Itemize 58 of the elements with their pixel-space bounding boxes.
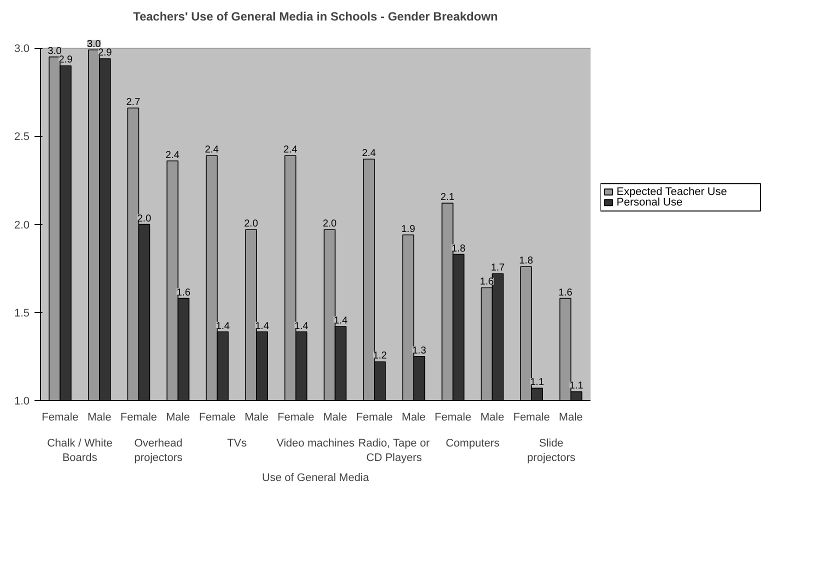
x-tick-label: Female: [278, 412, 314, 424]
chart-title: Teachers' Use of General Media in Schools - Gender Breakdown: [133, 10, 498, 24]
data-label: 3.0: [48, 46, 62, 57]
x-tick-label: Male: [244, 412, 268, 424]
x-tick-label: Male: [166, 412, 190, 424]
data-label: 2.4: [362, 148, 376, 160]
x-axis-title: Use of General Media: [262, 472, 370, 484]
x-tick-label: Female: [42, 412, 78, 424]
data-label: 1.1: [569, 380, 584, 392]
x-tick-label: Male: [323, 412, 348, 424]
data-label: 2.4: [204, 144, 220, 156]
data-label: 1.6: [176, 287, 191, 298]
data-label: 1.4: [334, 316, 348, 326]
text: Overhead projectors: [134, 438, 184, 464]
data-label: 1.6: [558, 287, 573, 298]
data-label: 2.0: [137, 213, 152, 224]
x-tick-label: Female: [434, 412, 472, 424]
data-label: 1.3: [412, 345, 427, 356]
x-tick-label: Female: [198, 412, 236, 424]
data-label: 2.4: [283, 144, 298, 156]
data-label: 1.4: [294, 320, 309, 332]
text: Slide projectors: [527, 438, 576, 464]
data-label: 1.8: [519, 256, 534, 267]
data-label: 2.9: [58, 54, 74, 66]
y-tick-label: 1.0: [14, 396, 30, 408]
text: TVs: [227, 438, 248, 450]
x-tick-label: Male: [480, 412, 504, 424]
data-label: 1.4: [216, 320, 230, 332]
data-label: 1.8: [452, 243, 466, 254]
data-label: 2.0: [322, 218, 338, 230]
data-label: 2.0: [244, 218, 258, 230]
data-label: 1.9: [401, 224, 416, 235]
data-label: 1.4: [255, 320, 270, 332]
data-label: 2.7: [126, 97, 141, 108]
data-label: 1.2: [372, 350, 388, 362]
text: Chalk / White Boards: [47, 438, 113, 464]
x-tick-label: Female: [513, 412, 550, 424]
data-label: 2.4: [166, 150, 180, 161]
y-tick-label: 2.5: [14, 131, 30, 144]
x-tick-label: Female: [120, 412, 158, 424]
data-label: 2.9: [98, 48, 112, 59]
y-tick-label: 1.5: [14, 307, 30, 320]
x-tick-label: Male: [88, 412, 112, 424]
data-label: 1.1: [530, 377, 544, 388]
x-tick-label: Male: [402, 412, 426, 424]
data-label: 2.1: [440, 192, 455, 204]
data-label: 1.6: [480, 276, 494, 288]
x-tick-label: Male: [558, 412, 583, 424]
legend-label: Personal Use: [616, 196, 683, 209]
data-label: 1.7: [490, 262, 506, 274]
y-tick-label: 2.0: [14, 219, 30, 232]
text: Radio, Tape or CD Players: [358, 438, 430, 464]
text: Video machines: [276, 438, 356, 450]
text: Computers: [446, 438, 500, 450]
y-tick-label: 3.0: [14, 43, 30, 56]
legend-label: Expected Teacher Use: [616, 186, 727, 198]
x-tick-label: Female: [356, 412, 393, 424]
data-label: 3.0: [86, 38, 102, 50]
